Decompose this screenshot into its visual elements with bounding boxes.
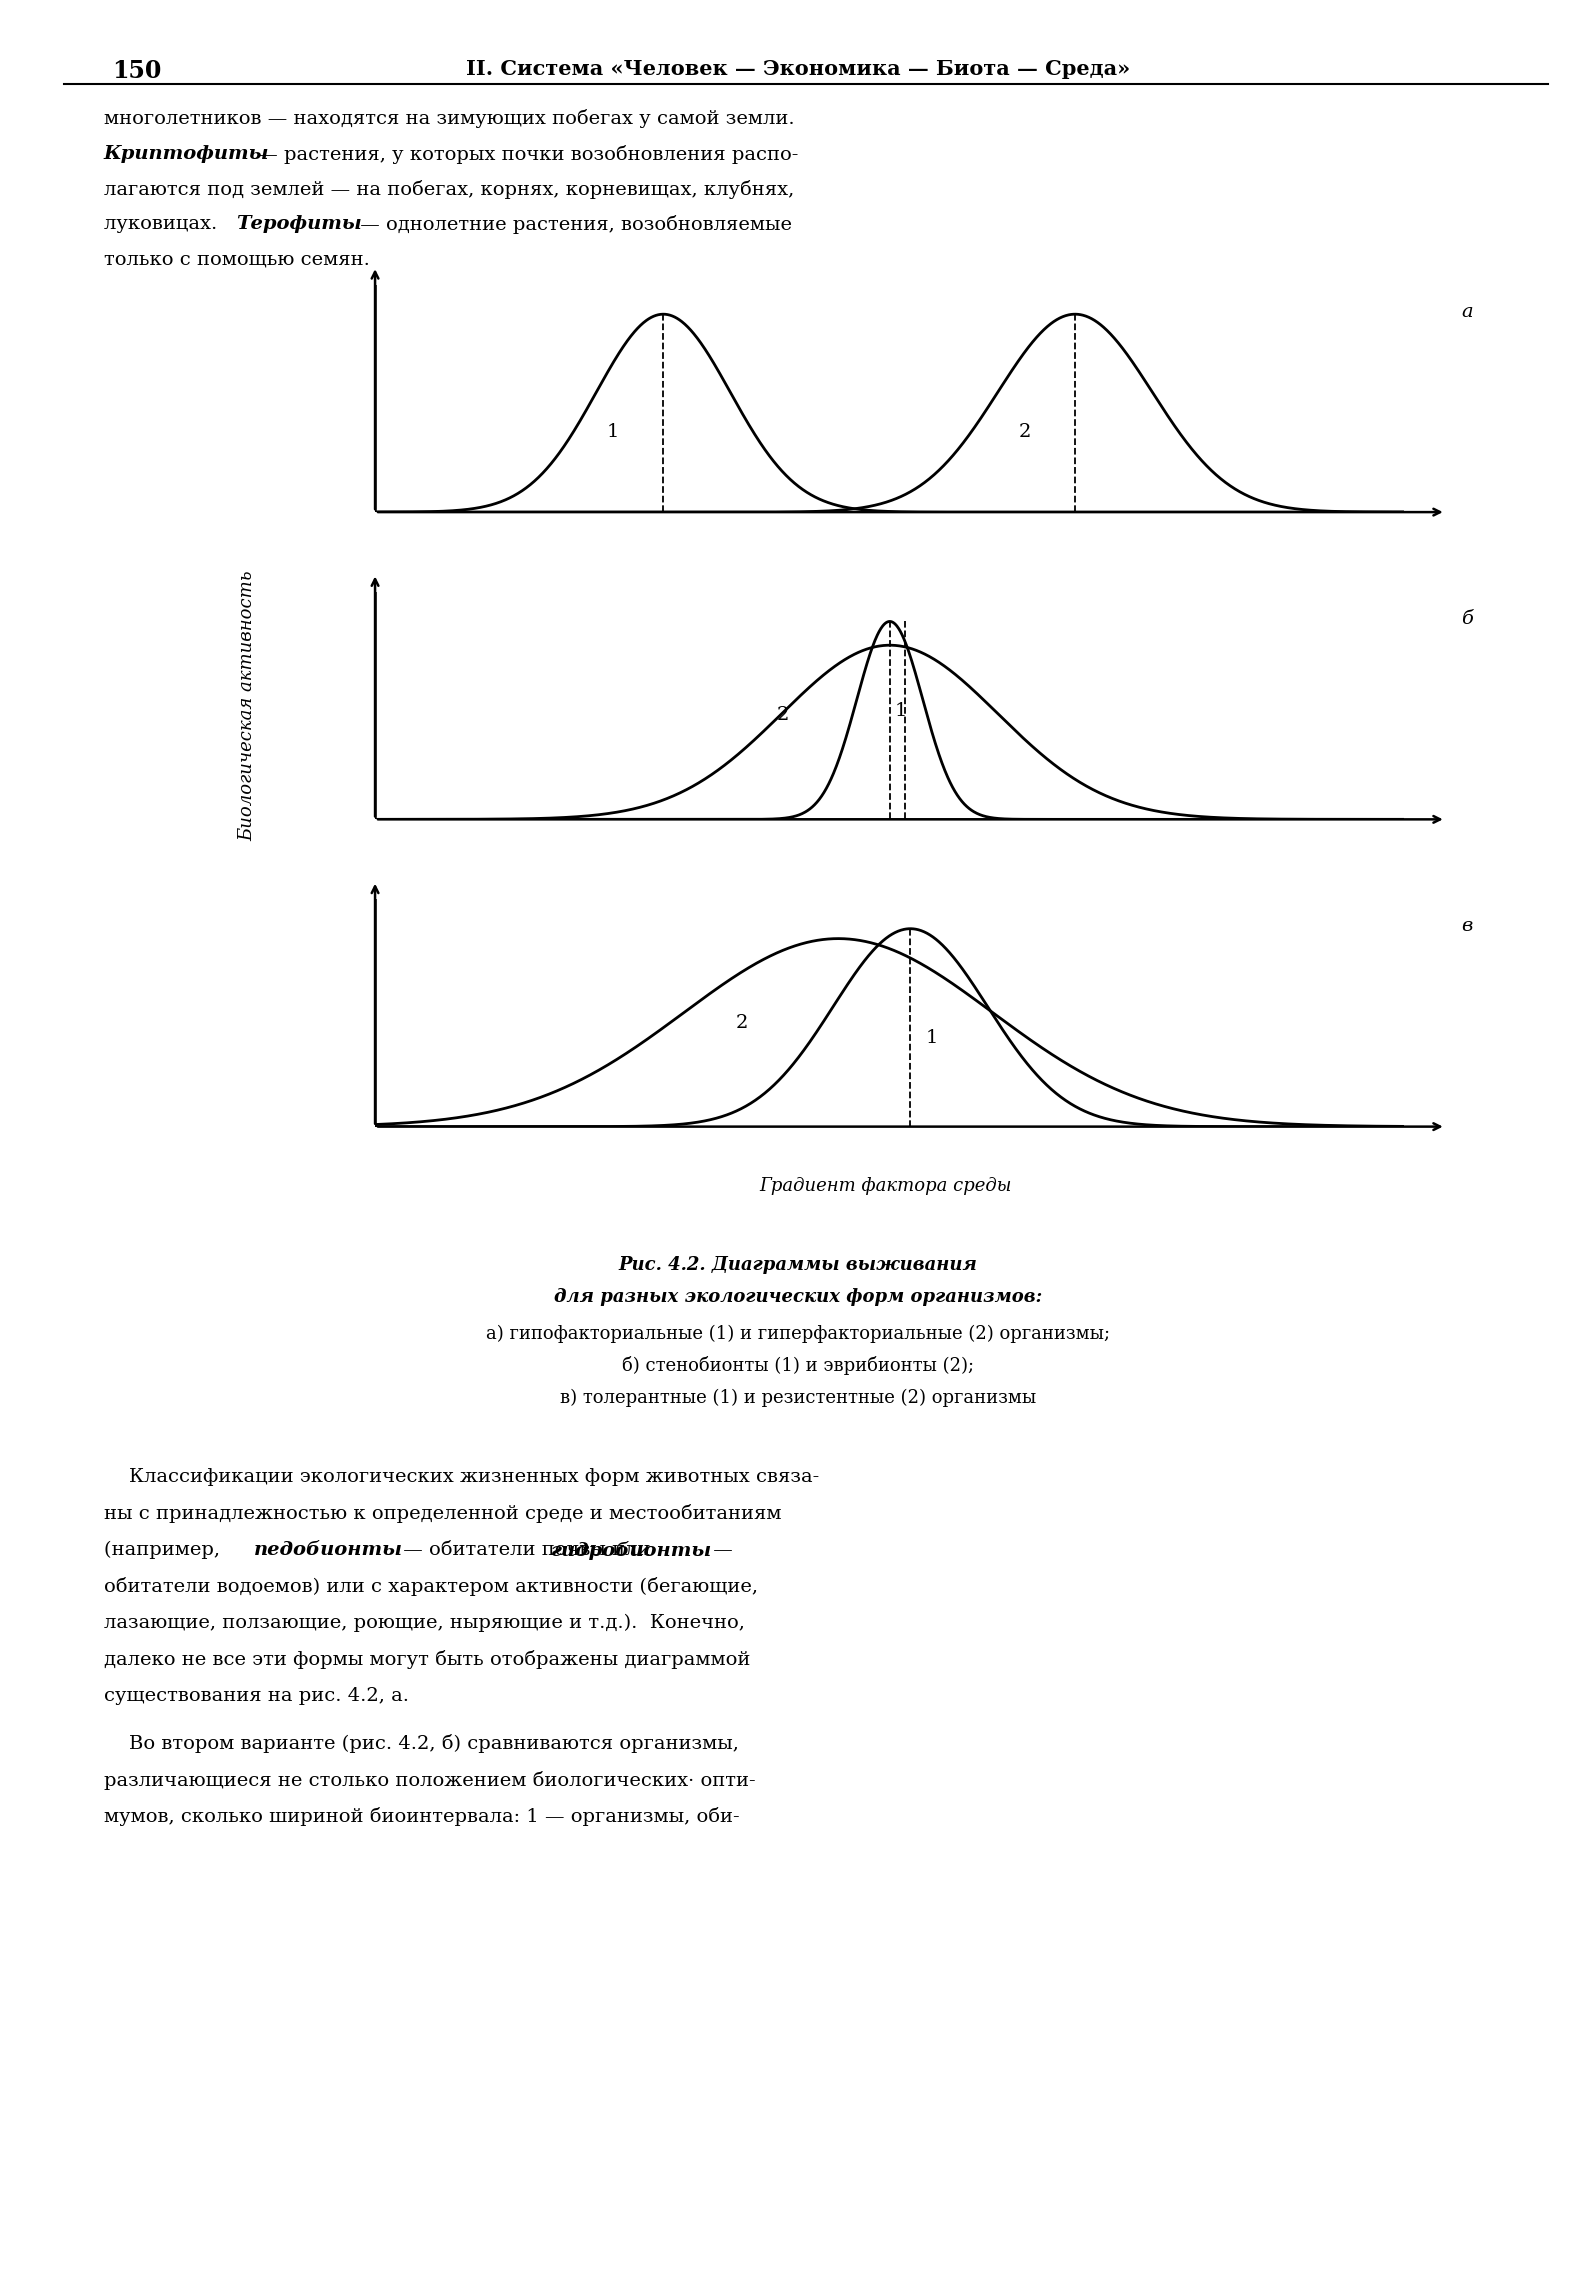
Text: Терофиты: Терофиты [236,216,362,232]
Text: мумов, сколько шириной биоинтервала: 1 — организмы, оби-: мумов, сколько шириной биоинтервала: 1 —… [104,1807,739,1825]
Text: в) толерантные (1) и резистентные (2) организмы: в) толерантные (1) и резистентные (2) ор… [560,1388,1036,1407]
Text: 1: 1 [895,703,907,721]
Text: б: б [1460,610,1473,628]
Text: Рис. 4.2. Диаграммы выживания: Рис. 4.2. Диаграммы выживания [619,1256,977,1275]
Text: обитатели водоемов) или с характером активности (бегающие,: обитатели водоемов) или с характером акт… [104,1577,758,1595]
Text: II. Система «Человек — Экономика — Биота — Среда»: II. Система «Человек — Экономика — Биота… [466,59,1130,80]
Text: многолетников — находятся на зимующих побегах у самой земли.: многолетников — находятся на зимующих по… [104,109,795,127]
Text: — обитатели почвы или: — обитатели почвы или [397,1541,658,1559]
Text: Классификации экологических жизненных форм животных связа-: Классификации экологических жизненных фо… [104,1468,819,1486]
Text: лагаются под землей — на побегах, корнях, корневищах, клубнях,: лагаются под землей — на побегах, корнях… [104,180,793,198]
Text: Во втором варианте (рис. 4.2, б) сравниваются организмы,: Во втором варианте (рис. 4.2, б) сравнив… [104,1734,739,1753]
Text: а) гипофакториальные (1) и гиперфакториальные (2) организмы;: а) гипофакториальные (1) и гиперфакториа… [485,1325,1111,1343]
Text: в: в [1460,917,1473,935]
Text: Биологическая активность: Биологическая активность [238,571,257,840]
Text: далеко не все эти формы могут быть отображены диаграммой: далеко не все эти формы могут быть отобр… [104,1650,750,1668]
Text: Криптофиты: Криптофиты [104,146,270,162]
Text: 2: 2 [777,706,788,724]
Text: для разных экологических форм организмов:: для разных экологических форм организмов… [554,1288,1042,1306]
Text: 1: 1 [926,1029,938,1047]
Text: существования на рис. 4.2, а.: существования на рис. 4.2, а. [104,1687,409,1705]
Text: ны с принадлежностью к определенной среде и местообитаниям: ны с принадлежностью к определенной сред… [104,1504,780,1523]
Text: только с помощью семян.: только с помощью семян. [104,250,370,269]
Text: педобионты: педобионты [254,1541,402,1559]
Text: 2: 2 [736,1013,749,1031]
Text: — растения, у которых почки возобновления распо-: — растения, у которых почки возобновлени… [252,146,798,164]
Text: —: — [707,1541,733,1559]
Text: луковицах.: луковицах. [104,216,230,232]
Text: различающиеся не столько положением биологических· опти-: различающиеся не столько положением биол… [104,1771,755,1789]
Text: (например,: (например, [104,1541,227,1559]
Text: лазающие, ползающие, роющие, ныряющие и т.д.).  Конечно,: лазающие, ползающие, роющие, ныряющие и … [104,1614,745,1632]
Text: б) стенобионты (1) и эврибионты (2);: б) стенобионты (1) и эврибионты (2); [622,1356,974,1375]
Text: а: а [1460,303,1473,321]
Text: 150: 150 [112,59,161,84]
Text: гидробионты: гидробионты [551,1541,712,1559]
Text: Градиент фактора среды: Градиент фактора среды [760,1177,1012,1195]
Text: — однолетние растения, возобновляемые: — однолетние растения, возобновляемые [354,216,792,234]
Text: 1: 1 [606,423,619,442]
Text: 2: 2 [1018,423,1031,442]
